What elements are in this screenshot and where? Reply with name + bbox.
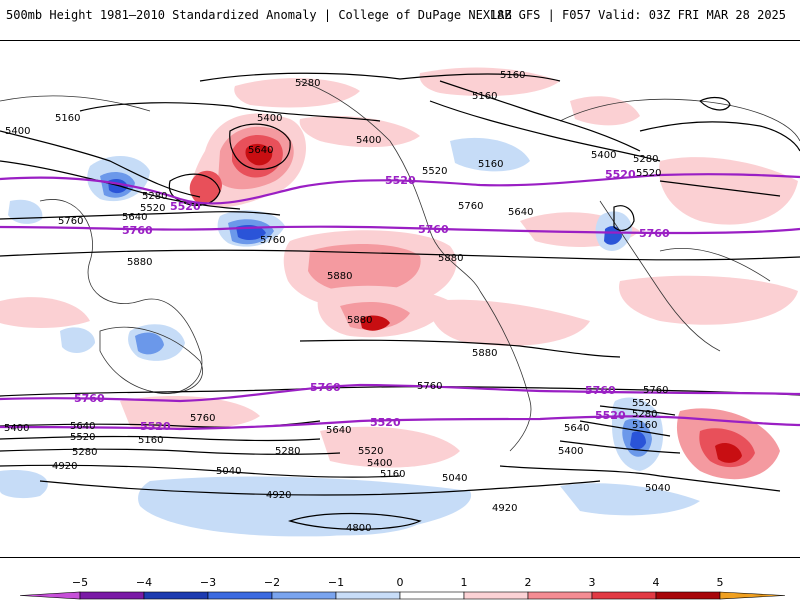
contour-label: 5760 (58, 216, 83, 227)
contour-label: 5400 (257, 113, 282, 124)
contour-label: 5640 (248, 145, 273, 156)
contour-label: 5640 (508, 207, 533, 218)
colorbar-tick-label: 1 (461, 576, 468, 589)
contour-label: 5160 (55, 113, 80, 124)
contour-label: 5640 (564, 423, 589, 434)
purple-contour-label: 5760 (122, 224, 153, 237)
contour-label: 5520 (422, 166, 447, 177)
contour-label: 5520 (140, 203, 165, 214)
purple-contour-label: 5760 (74, 392, 105, 405)
contour-label: 5640 (70, 421, 95, 432)
contour-label: 5040 (645, 483, 670, 494)
colorbar-swatch (19, 591, 81, 600)
header: 500mb Height 1981–2010 Standardized Anom… (0, 0, 800, 30)
contour-label: 5040 (216, 466, 241, 477)
colorbar-tick-label: 3 (589, 576, 596, 589)
contour-label: 5760 (458, 201, 483, 212)
contour-label: 5160 (472, 91, 497, 102)
colorbar-swatch (335, 591, 401, 600)
contour-label: 5880 (327, 271, 352, 282)
colorbar-tick-label: 0 (397, 576, 404, 589)
contour-label: 5760 (417, 381, 442, 392)
contour-label: 5640 (326, 425, 351, 436)
model-run-info: 18Z GFS | F057 Valid: 03Z FRI MAR 28 202… (489, 8, 786, 22)
colorbar-ticks: −5 −4 −3 −2 −1 0 1 2 3 4 5 (72, 576, 724, 589)
contour-label: 5400 (558, 446, 583, 457)
purple-contour-label: 5520 (595, 409, 626, 422)
purple-contour-label: 5520 (170, 200, 201, 213)
purple-contour-label: 5760 (418, 223, 449, 236)
contour-label: 5760 (643, 385, 668, 396)
map-panel: 5160 5280 5400 5160 5400 5160 5400 5640 … (0, 40, 800, 558)
colorbar-swatches (19, 591, 786, 600)
contour-label: 5280 (142, 191, 167, 202)
colorbar-tick-label: 5 (717, 576, 724, 589)
colorbar-tick-label: −1 (328, 576, 344, 589)
contour-label: 5760 (260, 235, 285, 246)
purple-contour-label: 5760 (639, 227, 670, 240)
purple-contour-label: 5520 (140, 420, 171, 433)
colorbar-tick-label: −5 (72, 576, 88, 589)
contour-label: 5160 (138, 435, 163, 446)
purple-contour-label: 5760 (310, 381, 341, 394)
contour-label: 4920 (52, 461, 77, 472)
contour-label: 4800 (346, 523, 371, 534)
contour-label: 5880 (438, 253, 463, 264)
contour-label: 5880 (127, 257, 152, 268)
contour-label: 5880 (347, 315, 372, 326)
purple-contour-label: 5520 (370, 416, 401, 429)
purple-contour-label: 5520 (385, 174, 416, 187)
contour-label: 5280 (633, 154, 658, 165)
colorbar-tick-label: −4 (136, 576, 152, 589)
purple-contour-label: 5760 (585, 384, 616, 397)
contour-label: 5280 (72, 447, 97, 458)
colorbar-swatch (463, 591, 529, 600)
contour-label: 4920 (266, 490, 291, 501)
contour-label: 5160 (380, 469, 405, 480)
colorbar-swatch (399, 591, 465, 600)
contour-label: 5040 (442, 473, 467, 484)
colorbar-swatch (719, 591, 786, 600)
contour-label: 5880 (472, 348, 497, 359)
contour-label: 5400 (367, 458, 392, 469)
contour-label: 5400 (4, 423, 29, 434)
contour-label: 5160 (500, 70, 525, 81)
contour-label: 5520 (636, 168, 661, 179)
purple-contours (0, 173, 800, 431)
contour-label: 5400 (5, 126, 30, 137)
colorbar-tick-label: 2 (525, 576, 532, 589)
purple-contour-label: 5520 (605, 168, 636, 181)
colorbar-swatch (271, 591, 337, 600)
colorbar-swatch (591, 591, 657, 600)
contour-label: 5160 (478, 159, 503, 170)
colorbar: −5 −4 −3 −2 −1 0 1 2 3 4 5 (0, 570, 800, 600)
map-svg: 5160 5280 5400 5160 5400 5160 5400 5640 … (0, 67, 800, 537)
contour-label: 5520 (632, 398, 657, 409)
anomaly-shading (0, 67, 798, 537)
map-title: 500mb Height 1981–2010 Standardized Anom… (6, 8, 512, 22)
contour-label: 5760 (190, 413, 215, 424)
contour-label: 5520 (70, 432, 95, 443)
contour-label: 5640 (122, 212, 147, 223)
colorbar-swatch (207, 591, 273, 600)
contour-label: 5400 (591, 150, 616, 161)
contour-label: 5280 (295, 78, 320, 89)
colorbar-swatch (143, 591, 209, 600)
contour-label: 5520 (358, 446, 383, 457)
contour-label: 5160 (632, 420, 657, 431)
colorbar-swatch (527, 591, 593, 600)
colorbar-swatch (79, 591, 145, 600)
contour-label: 5280 (275, 446, 300, 457)
contour-label: 4920 (492, 503, 517, 514)
contour-label: 5400 (356, 135, 381, 146)
colorbar-tick-label: 4 (653, 576, 660, 589)
colorbar-svg: −5 −4 −3 −2 −1 0 1 2 3 4 5 (19, 576, 786, 600)
colorbar-tick-label: −2 (264, 576, 280, 589)
colorbar-swatch (655, 591, 721, 600)
contour-label: 5280 (632, 409, 657, 420)
colorbar-tick-label: −3 (200, 576, 216, 589)
